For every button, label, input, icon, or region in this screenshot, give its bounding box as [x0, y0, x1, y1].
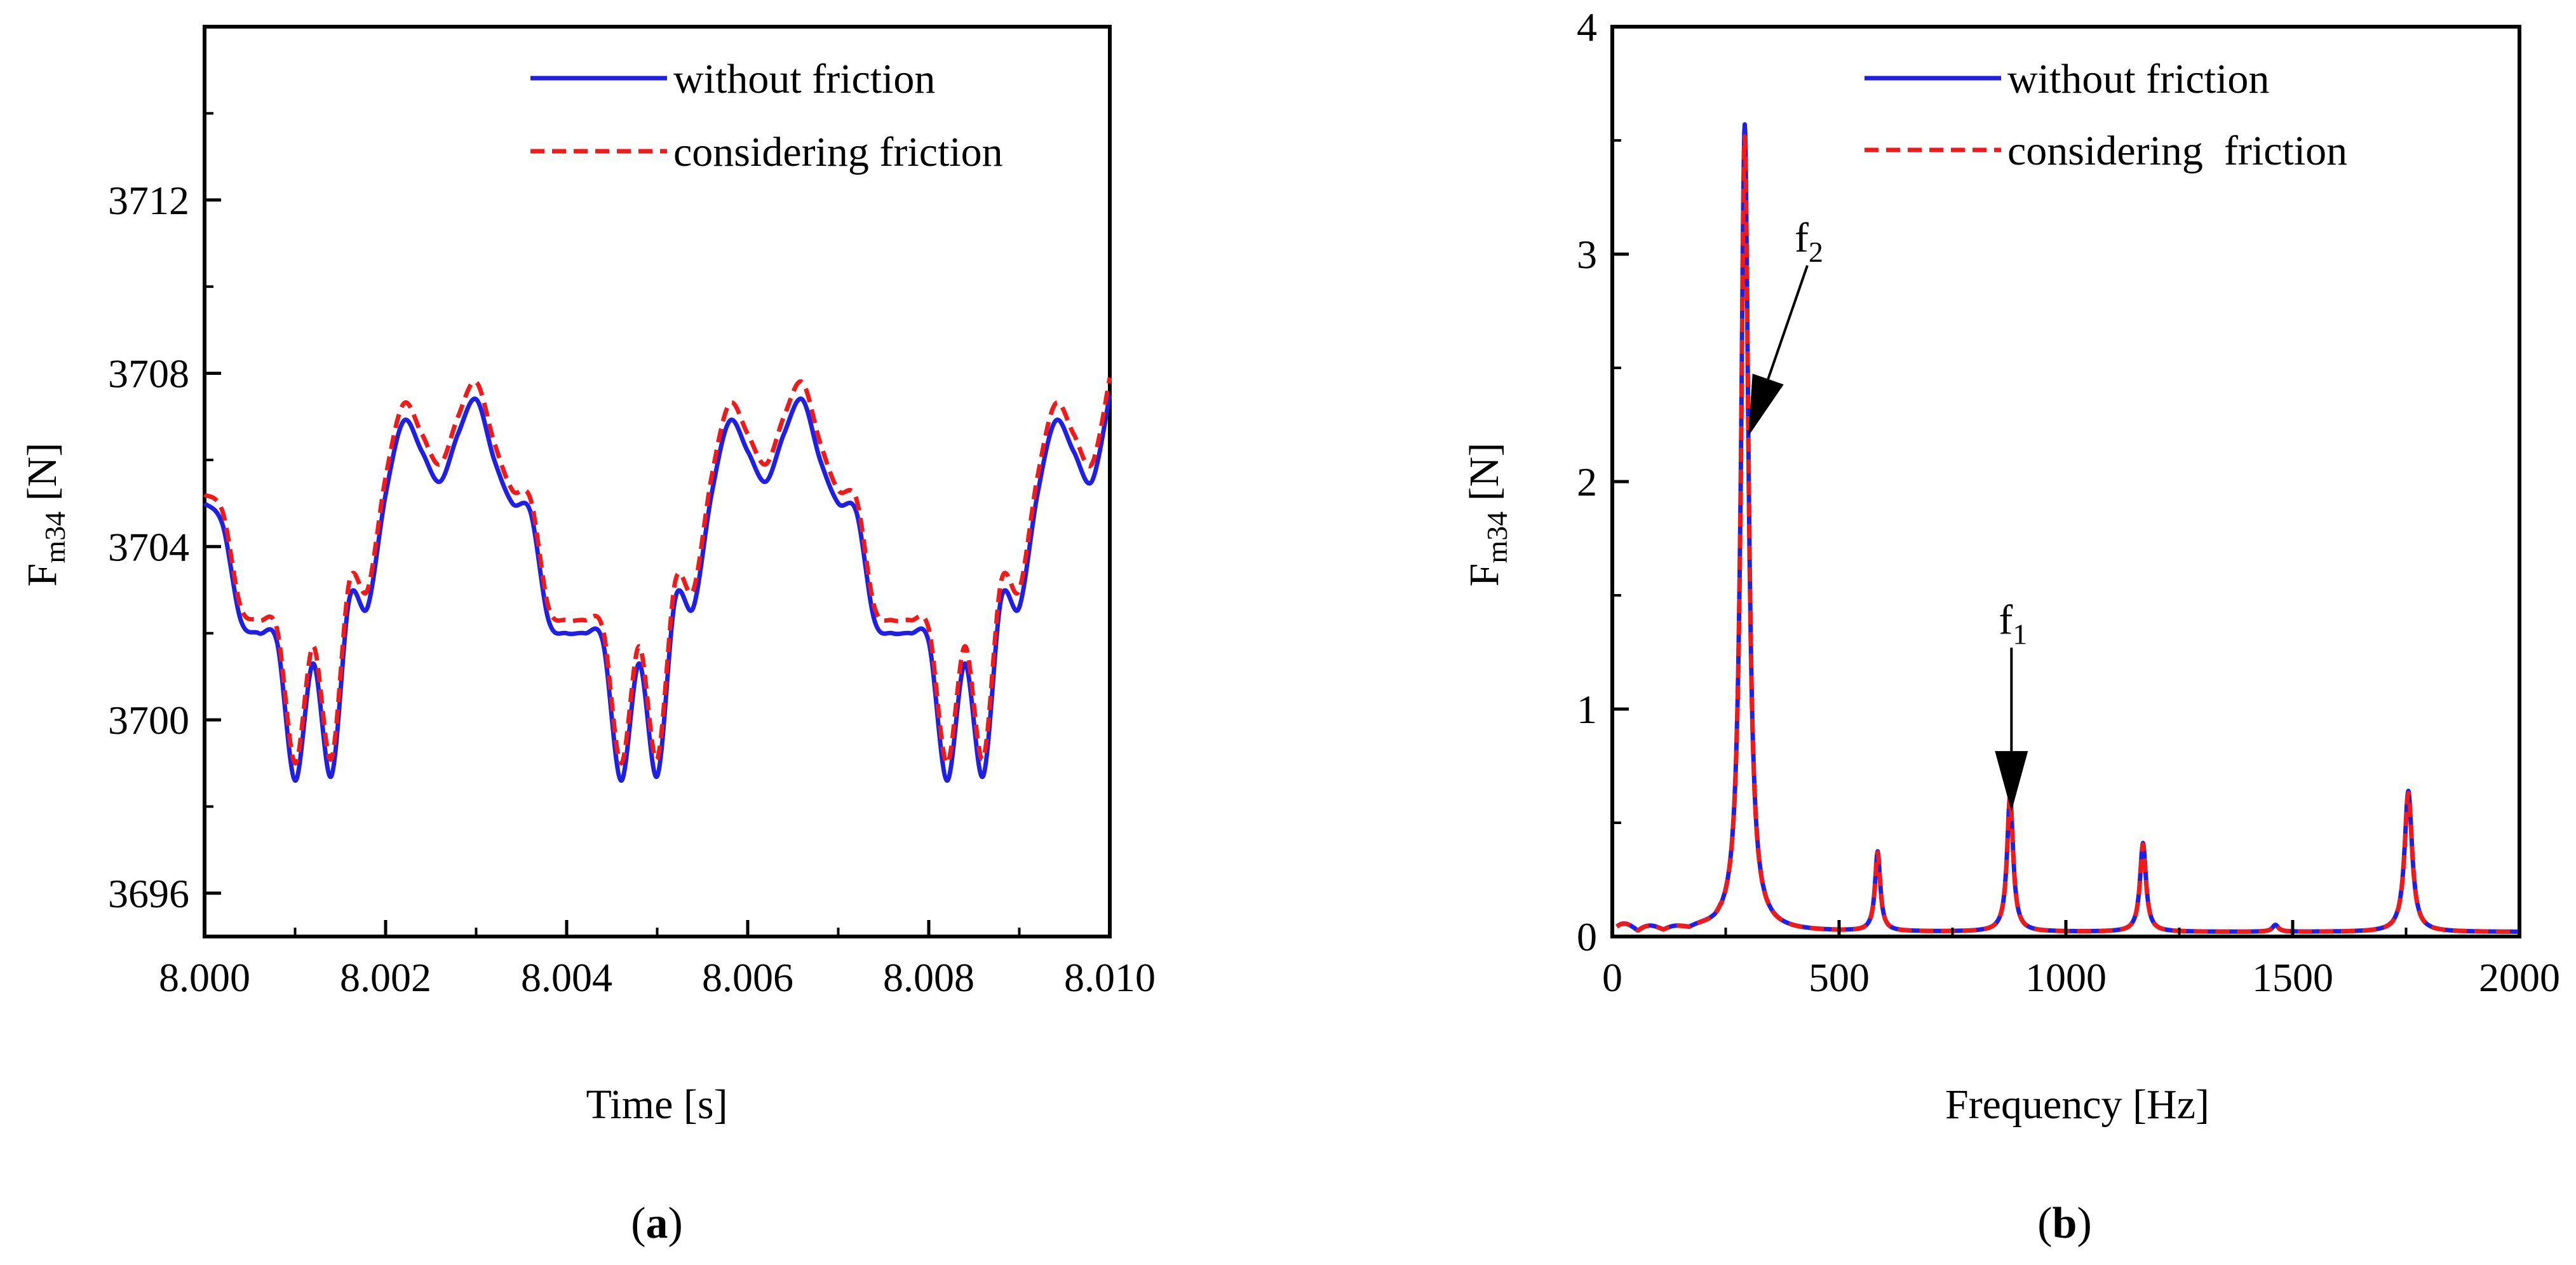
panel-b-legend: without friction considering friction [1865, 56, 2347, 174]
annotation-label-f1: f1 [1999, 597, 2027, 650]
panel-a-x-tick-label-0: 8.000 [159, 955, 250, 1000]
panel-a-x-tick-label-5: 8.010 [1064, 955, 1156, 1000]
legend-a-label-without-friction: without friction [673, 56, 935, 102]
panel-b-x-tick-label-0: 0 [1602, 955, 1622, 1000]
panel-a-caption: (a) [631, 1199, 683, 1248]
panel-b-y-tick-label-1: 1 [1577, 687, 1597, 732]
annotation-arrow-shaft-f2 [1767, 265, 1809, 380]
panel-a-x-tick-label-4: 8.008 [883, 955, 974, 1000]
panel-a-y-tick-label-1: 3700 [108, 698, 189, 743]
panel-b-caption: (b) [2037, 1199, 2092, 1248]
panel-a-x-tick-label-3: 8.006 [702, 955, 793, 1000]
panel-b-line-considering-friction [1615, 134, 2521, 934]
panel-a-ticks: 8.000 8.002 8.004 8.006 8.008 8.010 3696 3700 37… [108, 112, 1156, 1000]
panel-a-ylabel-main: F [19, 564, 65, 587]
annotation-label-sub-f2: 2 [1809, 236, 1823, 268]
panel-a-y-tick-label-3: 3708 [108, 351, 189, 396]
panel-a-y-tick-label-4: 3712 [108, 178, 189, 223]
panel-a-y-tick-label-0: 3696 [108, 871, 189, 916]
panel-b-y-tick-label-2: 2 [1577, 459, 1597, 504]
panel-b-y-tick-label-3: 3 [1577, 232, 1597, 277]
panel-a-x-tick-label-2: 8.004 [521, 955, 612, 1000]
panel-b-x-tick-label-1: 500 [1809, 955, 1870, 1000]
panel-b-ylabel-main: F [1461, 564, 1507, 587]
annotation-label-main-f2: f [1795, 215, 1809, 261]
annotation-arrow-head-f2 [1748, 374, 1784, 436]
panel-a-x-tick-label-1: 8.002 [340, 955, 431, 1000]
panel-a-line-without-friction [203, 394, 1112, 783]
panel-a-y-tick-label-2: 3704 [108, 524, 189, 569]
legend-b-label-without-friction: without friction [2007, 56, 2269, 102]
panel-b-x-tick-label-2: 1000 [2025, 955, 2107, 1000]
panel-b-ylabel-unit: [N] [1461, 443, 1507, 511]
panel-a-x-axis-title: Time [s] [586, 1081, 727, 1128]
panel-b-caption-letter: b [2053, 1199, 2077, 1248]
annotation-label-f2: f2 [1795, 215, 1823, 268]
panel-a-ylabel-sub: m34 [39, 511, 71, 564]
panel-b-y-tick-label-0: 0 [1577, 914, 1597, 959]
panel-a-legend: without friction considering friction [530, 56, 1003, 175]
panel-b-x-tick-label-4: 2000 [2479, 955, 2560, 1000]
annotation-arrow-head-f1 [1995, 751, 2028, 812]
panel-b-x-tick-label-3: 1500 [2252, 955, 2333, 1000]
panel-b-y-axis-title: Fm34 [N] [1461, 443, 1513, 587]
panel-b-y-tick-label-4: 4 [1577, 4, 1597, 50]
annotation-label-main-f1: f [1999, 597, 2013, 643]
panel-a-caption-letter: a [646, 1199, 668, 1248]
legend-a-label-considering-friction: considering friction [673, 129, 1003, 175]
legend-b-label-considering-friction: considering friction [2007, 128, 2347, 174]
panel-a-ylabel-unit: [N] [19, 443, 65, 511]
panel-a-series [203, 377, 1112, 783]
panel-a-line-considering-friction [203, 377, 1112, 766]
panel-a-y-axis-title: Fm34 [N] [19, 443, 71, 587]
annotation-label-sub-f1: 1 [2013, 618, 2027, 650]
panel-b-x-axis-title: Frequency [Hz] [1945, 1081, 2209, 1128]
panel-a: 8.000 8.002 8.004 8.006 8.008 8.010 3696 3700 37… [19, 25, 1156, 1248]
panel-b-ticks: 0 500 1000 1500 2000 0 1 2 3 4 [1577, 4, 2560, 1000]
panel-b-series [1615, 122, 2521, 934]
panel-b-line-without-friction [1615, 122, 2521, 934]
panel-b-ylabel-sub: m34 [1481, 511, 1513, 564]
